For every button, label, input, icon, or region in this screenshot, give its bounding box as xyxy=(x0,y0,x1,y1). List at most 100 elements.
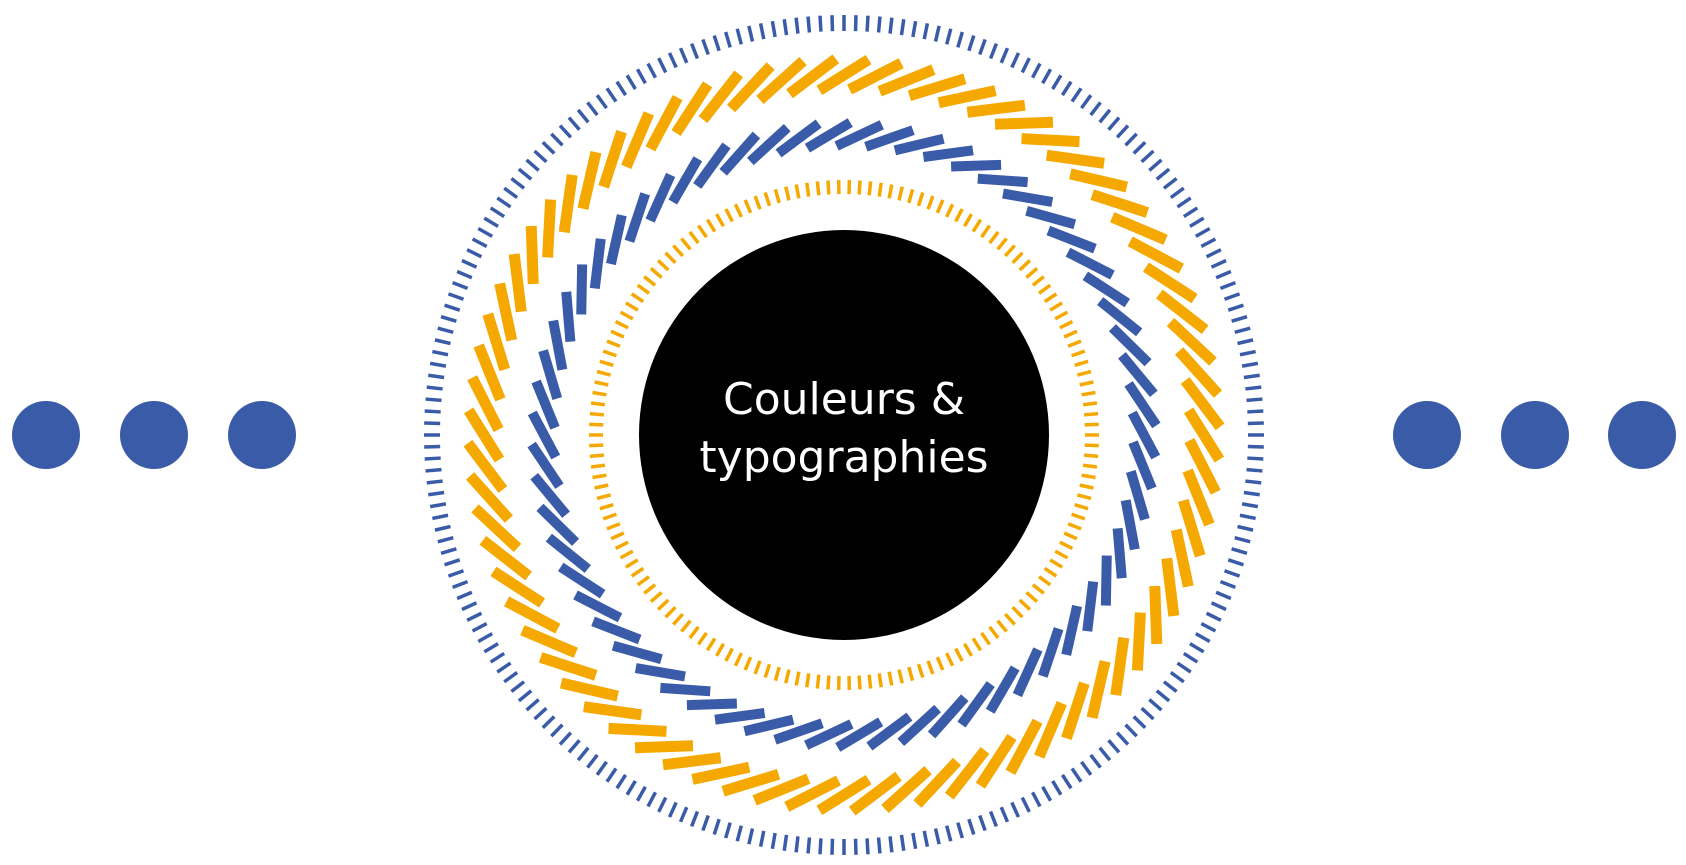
outer-tick xyxy=(1220,281,1236,290)
outer-tick xyxy=(432,350,448,357)
outer-tick xyxy=(432,514,448,521)
outer-tick xyxy=(586,101,599,116)
inner-tick xyxy=(1038,284,1051,295)
outer-tick xyxy=(496,196,511,208)
inner-tick xyxy=(664,252,676,264)
orange-dash xyxy=(1149,586,1162,644)
inner-tick xyxy=(980,225,991,238)
inner-tick xyxy=(599,360,613,367)
inner-tick xyxy=(1004,613,1016,626)
inner-tick xyxy=(954,648,964,662)
outer-tick xyxy=(1242,362,1258,368)
outer-tick xyxy=(542,715,556,729)
outer-tick xyxy=(568,116,581,130)
outer-tick xyxy=(1098,109,1111,124)
outer-tick xyxy=(435,338,451,345)
outer-tick xyxy=(842,839,846,855)
blue-dash xyxy=(612,641,663,664)
orange-dash xyxy=(1087,660,1111,719)
orange-dash xyxy=(539,652,598,680)
outer-tick xyxy=(477,227,493,238)
outer-tick xyxy=(1237,338,1253,345)
outer-tick xyxy=(759,23,766,39)
outer-tick xyxy=(503,187,518,199)
outer-tick xyxy=(1242,502,1258,508)
inner-tick xyxy=(599,503,613,510)
inner-tick xyxy=(688,626,699,639)
outer-tick xyxy=(1177,196,1192,208)
outer-tick xyxy=(425,468,441,473)
outer-tick xyxy=(503,671,518,683)
outer-tick xyxy=(865,16,869,32)
outer-tick xyxy=(1237,525,1253,532)
outer-tick xyxy=(461,601,477,611)
inner-tick xyxy=(867,674,872,688)
inner-tick xyxy=(672,613,684,626)
outer-tick xyxy=(510,177,525,190)
inner-tick xyxy=(887,184,893,198)
outer-tick xyxy=(490,206,505,218)
outer-tick xyxy=(1031,63,1042,79)
blue-dash xyxy=(590,238,606,289)
inner-tick xyxy=(643,275,656,286)
outer-tick xyxy=(1148,159,1162,172)
outer-tick xyxy=(1133,715,1147,729)
outer-tick xyxy=(1061,81,1073,96)
inner-tick xyxy=(637,575,650,586)
orange-dash xyxy=(1161,558,1179,617)
outer-tick xyxy=(533,707,547,720)
outer-tick xyxy=(865,838,869,854)
outer-tick xyxy=(911,21,917,37)
inner-tick xyxy=(594,483,608,489)
inner-tick xyxy=(1067,340,1081,348)
inner-tick xyxy=(980,632,991,645)
inner-tick xyxy=(591,463,605,468)
orange-dash xyxy=(1090,189,1149,217)
outer-tick xyxy=(441,315,457,323)
outer-tick xyxy=(472,237,488,248)
outer-tick xyxy=(818,16,822,32)
inner-tick xyxy=(657,259,670,271)
outer-tick xyxy=(1089,754,1102,769)
outer-tick xyxy=(437,327,453,334)
outer-tick xyxy=(1041,68,1052,84)
outer-tick xyxy=(888,18,893,34)
blue-dash xyxy=(714,708,765,725)
inner-tick xyxy=(897,669,904,683)
outer-tick xyxy=(559,731,572,745)
outer-tick xyxy=(461,259,477,269)
outer-tick xyxy=(1224,292,1240,301)
outer-tick xyxy=(1080,761,1092,776)
outer-tick xyxy=(690,811,699,827)
outer-tick xyxy=(713,819,721,835)
outer-tick xyxy=(1177,662,1192,674)
inner-tick xyxy=(664,606,676,618)
inner-tick xyxy=(996,620,1008,633)
inner-tick xyxy=(857,675,861,689)
inner-tick xyxy=(1085,433,1099,437)
outer-tick xyxy=(525,698,539,711)
outer-tick xyxy=(830,15,834,31)
outer-tick xyxy=(1245,479,1261,484)
inner-tick xyxy=(805,182,811,196)
outer-tick xyxy=(605,87,617,102)
outer-tick xyxy=(1215,591,1231,600)
outer-tick xyxy=(1116,731,1129,745)
inner-tick xyxy=(1081,391,1095,397)
outer-tick xyxy=(759,831,766,847)
dot xyxy=(1608,401,1676,469)
dot xyxy=(1393,401,1461,469)
inner-tick xyxy=(907,667,914,681)
outer-tick xyxy=(806,16,811,32)
outer-tick xyxy=(518,168,533,181)
outer-tick xyxy=(1248,421,1264,425)
outer-tick xyxy=(452,580,468,589)
inner-tick xyxy=(936,199,945,213)
outer-tick xyxy=(818,838,822,854)
inner-tick xyxy=(590,412,604,417)
outer-tick xyxy=(934,26,941,42)
inner-tick xyxy=(1077,370,1091,377)
outer-tick xyxy=(854,15,858,31)
outer-tick xyxy=(1080,94,1092,109)
inner-tick xyxy=(724,648,734,662)
